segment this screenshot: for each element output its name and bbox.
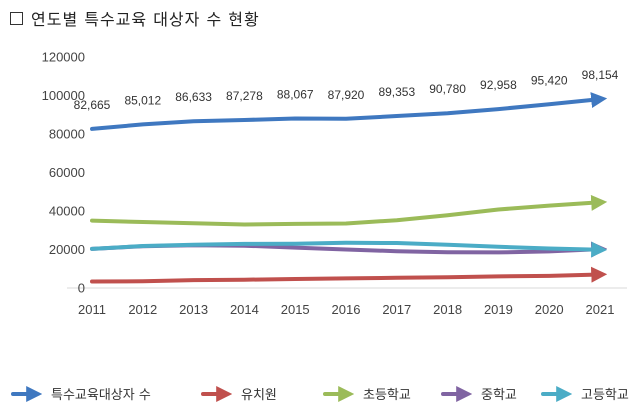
chart-title-row: 연도별 특수교육 대상자 수 현황 xyxy=(10,6,260,30)
data-label: 90,780 xyxy=(429,82,466,96)
series-line-1 xyxy=(90,266,608,284)
series-layer xyxy=(90,92,608,284)
y-tick-label: 80000 xyxy=(49,127,85,142)
y-tick-label: 20000 xyxy=(49,242,85,257)
y-axis: 0 20000 40000 60000 80000 100000 120000 xyxy=(42,50,85,296)
y-tick-label: 100000 xyxy=(42,88,85,103)
x-tick-label: 2021 xyxy=(586,302,615,317)
y-tick-label: 120000 xyxy=(42,50,85,65)
data-label: 95,420 xyxy=(531,73,568,87)
x-tick-label: 2016 xyxy=(332,302,361,317)
x-tick-label: 2011 xyxy=(78,302,106,317)
x-tick-label: 2019 xyxy=(484,302,513,317)
y-tick-label: 40000 xyxy=(49,204,85,219)
data-label: 87,920 xyxy=(328,88,365,102)
series-line-4 xyxy=(90,240,608,258)
data-labels: 82,665 85,012 86,633 87,278 88,067 87,920 89,3… xyxy=(74,68,619,112)
legend-label: 유치원 xyxy=(241,388,277,403)
x-tick-label: 2013 xyxy=(179,302,208,317)
data-label: 92,958 xyxy=(480,78,517,92)
x-tick-label: 2018 xyxy=(433,302,462,317)
data-label: 86,633 xyxy=(175,90,212,104)
series-line-0 xyxy=(90,92,608,131)
data-label: 89,353 xyxy=(378,85,415,99)
data-label: 88,067 xyxy=(277,87,314,101)
legend: 특수교육대상자 수 유치원 초등학교 중학교 고등학교 xyxy=(11,386,629,403)
legend-label: 중학교 xyxy=(481,388,517,403)
series-line-2 xyxy=(90,194,608,227)
data-label: 85,012 xyxy=(124,93,161,107)
x-tick-label: 2012 xyxy=(128,302,157,317)
legend-label: 초등학교 xyxy=(363,388,411,403)
legend-label: 고등학교 xyxy=(581,388,629,403)
x-tick-label: 2014 xyxy=(230,302,259,317)
chart-title: 연도별 특수교육 대상자 수 현황 xyxy=(31,10,260,29)
x-axis: 2011 2012 2013 2014 2015 2016 2017 2018 2019 2020… xyxy=(78,302,614,317)
y-tick-label: 0 xyxy=(78,281,85,296)
x-tick-label: 2020 xyxy=(535,302,564,317)
x-tick-label: 2017 xyxy=(382,302,411,317)
legend-label: 특수교육대상자 수 xyxy=(51,388,151,403)
data-label: 98,154 xyxy=(582,68,619,82)
data-label: 87,278 xyxy=(226,89,263,103)
data-label: 82,665 xyxy=(74,98,111,112)
y-tick-label: 60000 xyxy=(49,165,85,180)
x-tick-label: 2015 xyxy=(281,302,310,317)
title-checkbox-marker xyxy=(10,11,23,25)
